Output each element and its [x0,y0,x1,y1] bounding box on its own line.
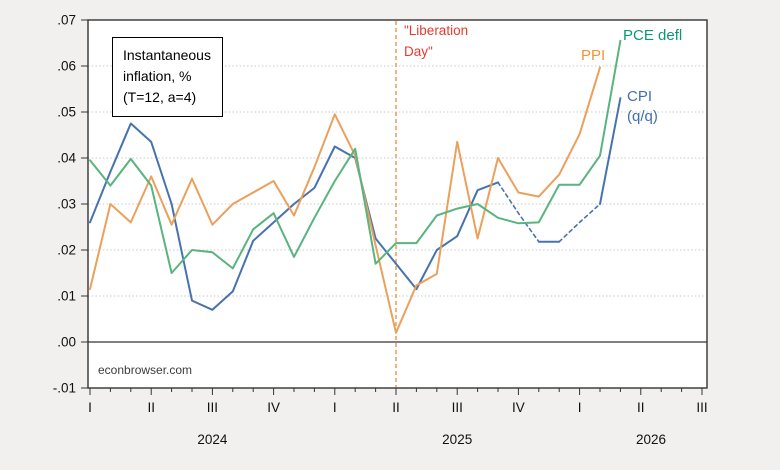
liberation-day-line-1: "Liberation [404,23,469,38]
x-quarter-label: II [637,400,645,415]
y-tick-label: -.01 [53,381,76,396]
cpi-q-q--line-solid [89,122,499,311]
cpi-q-q--line-solid [599,97,622,205]
x-year-label: 2024 [197,432,228,447]
y-tick-label: .06 [57,59,76,74]
x-quarter-label: IV [512,400,525,415]
x-quarter-label: II [392,400,400,415]
annotation-box: Instantaneous inflation, % (T=12, a=4) [112,37,223,117]
y-tick-label: .07 [57,13,76,28]
y-tick-label: .00 [57,335,76,350]
annotation-line-2: inflation, % [123,68,192,84]
x-quarter-label: I [88,400,92,415]
liberation-day-label: "Liberation Day" [404,21,468,63]
x-quarter-label: IV [267,400,280,415]
x-quarter-label: I [578,400,582,415]
annotation-line-3: (T=12, a=4) [123,89,197,105]
y-tick-label: .04 [57,151,76,166]
annotation-line-1: Instantaneous [123,47,211,63]
y-tick-label: .02 [57,243,76,258]
liberation-day-line-2: Day" [404,43,433,59]
cpi-series-label: CPI (q/q) [627,88,658,125]
x-year-label: 2025 [442,432,472,447]
pce-deflator-series-label: PCE defl [623,27,683,44]
ppi-line-solid [89,66,601,334]
y-tick-label: .05 [57,105,76,120]
cpi-q-q--line-dashed [558,203,601,243]
cpi-label-line-2: (q/q) [627,108,658,125]
x-year-label: 2026 [636,432,666,447]
cpi-label-line-1: CPI [627,88,653,105]
x-quarter-label: III [696,400,707,415]
x-quarter-label: III [207,400,218,415]
ppi-series-label: PPI [581,47,606,64]
y-tick-label: .01 [57,289,76,304]
x-quarter-label: I [333,400,337,415]
source-watermark: econbrowser.com [98,363,193,377]
pce-deflator-line-solid [89,39,622,274]
x-quarter-label: II [147,400,155,415]
cpi-q-q--line-dashed [497,181,540,243]
x-quarter-label: III [452,400,463,415]
y-tick-label: .03 [57,197,76,212]
